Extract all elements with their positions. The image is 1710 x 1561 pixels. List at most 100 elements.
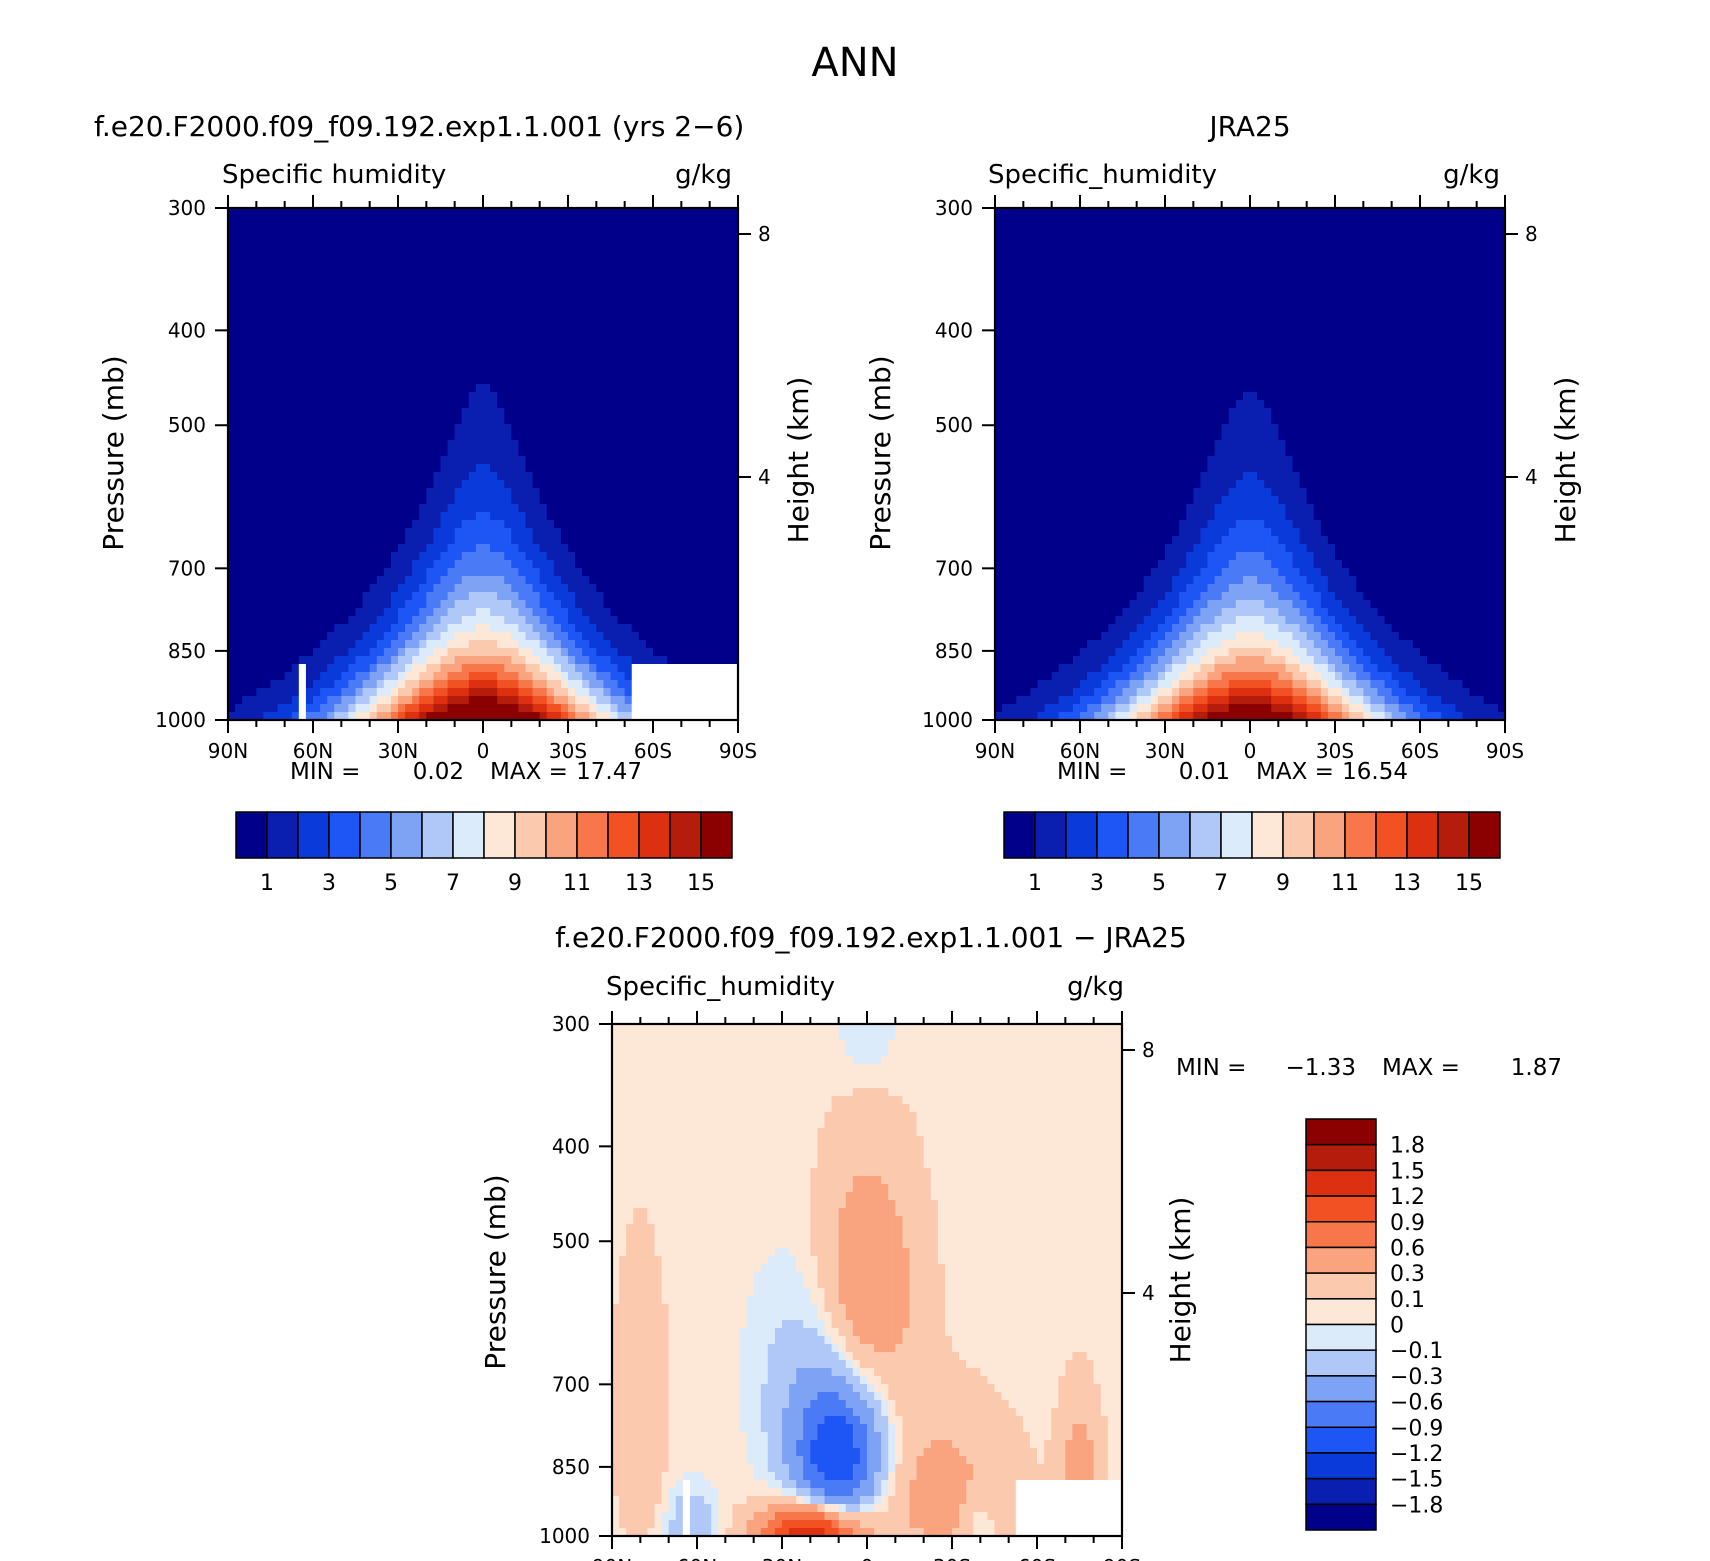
field-cell <box>624 344 633 353</box>
field-cell <box>723 360 732 369</box>
field-cell <box>631 512 640 521</box>
field-cell <box>298 352 307 361</box>
field-cell <box>440 224 449 233</box>
field-cell <box>560 480 569 489</box>
field-cell <box>681 408 690 417</box>
field-cell <box>327 536 335 545</box>
field-cell <box>504 232 512 241</box>
field-cell <box>638 592 647 601</box>
field-cell <box>291 232 300 241</box>
field-cell <box>383 688 392 697</box>
field-cell <box>228 560 236 569</box>
field-cell <box>334 288 342 297</box>
field-cell <box>461 488 470 497</box>
field-cell <box>730 432 739 441</box>
field-cell <box>695 456 704 465</box>
field-cell <box>440 592 449 601</box>
field-cell <box>355 536 364 545</box>
field-cell <box>497 328 505 337</box>
field-cell <box>235 240 243 249</box>
field-cell <box>327 672 335 681</box>
field-cell <box>603 576 612 585</box>
field-cell <box>249 320 257 329</box>
field-cell <box>376 528 385 537</box>
field-cell <box>546 424 555 433</box>
field-cell <box>475 248 484 257</box>
field-cell <box>645 328 654 337</box>
field-cell <box>624 360 633 369</box>
field-cell <box>369 688 378 697</box>
field-cell <box>589 584 597 593</box>
field-cell <box>1292 216 1301 225</box>
field-cell <box>305 432 314 441</box>
field-cell <box>405 560 413 569</box>
field-cell <box>660 512 668 521</box>
field-cell <box>681 416 690 425</box>
field-cell <box>256 576 265 585</box>
field-cell <box>518 256 527 265</box>
field-cell <box>475 688 484 697</box>
field-cell <box>235 712 243 721</box>
field-cell <box>320 312 328 321</box>
field-cell <box>596 312 605 321</box>
field-cell <box>362 656 371 665</box>
field-cell <box>490 328 498 337</box>
field-cell <box>603 480 612 489</box>
field-cell <box>440 344 449 353</box>
field-cell <box>645 528 654 537</box>
field-cell <box>582 304 590 313</box>
field-cell <box>688 496 697 505</box>
field-cell <box>249 224 257 233</box>
field-cell <box>419 488 427 497</box>
field-cell <box>334 472 342 481</box>
field-cell <box>525 232 534 241</box>
field-cell <box>560 256 569 265</box>
field-cell <box>426 256 435 265</box>
field-cell <box>454 568 463 577</box>
field-cell <box>405 688 413 697</box>
field-cell <box>235 360 243 369</box>
field-cell <box>362 296 371 305</box>
field-cell <box>433 584 442 593</box>
field-cell <box>582 640 590 649</box>
field-cell <box>532 352 541 361</box>
field-cell <box>412 448 420 457</box>
field-cell <box>483 408 491 417</box>
field-cell <box>525 656 534 665</box>
field-cell <box>560 248 569 257</box>
field-cell <box>447 432 456 441</box>
field-cell <box>596 656 605 665</box>
field-cell <box>284 480 293 489</box>
field-cell <box>560 336 569 345</box>
field-cell <box>681 680 690 689</box>
field-cell <box>483 224 491 233</box>
field-cell <box>270 416 279 425</box>
field-cell <box>454 320 463 329</box>
field-cell <box>468 328 477 337</box>
field-cell <box>242 480 250 489</box>
field-cell <box>440 696 449 705</box>
field-cell <box>617 640 626 649</box>
field-cell <box>320 512 328 521</box>
field-cell <box>341 384 350 393</box>
field-cell <box>348 696 357 705</box>
field-cell <box>511 496 520 505</box>
field-cell <box>730 360 739 369</box>
field-cell <box>674 304 682 313</box>
field-cell <box>398 384 406 393</box>
field-cell <box>362 264 371 273</box>
field-cell <box>256 648 265 657</box>
field-cell <box>341 584 350 593</box>
field-cell <box>589 432 597 441</box>
field-cell <box>447 440 456 449</box>
field-cell <box>645 240 654 249</box>
field-cell <box>376 424 385 433</box>
field-cell <box>475 712 484 721</box>
field-cell <box>518 600 527 609</box>
field-cell <box>716 640 725 649</box>
field-cell <box>624 640 633 649</box>
field-cell <box>320 304 328 313</box>
field-cell <box>291 208 300 217</box>
field-cell <box>305 440 314 449</box>
field-cell <box>291 656 300 665</box>
